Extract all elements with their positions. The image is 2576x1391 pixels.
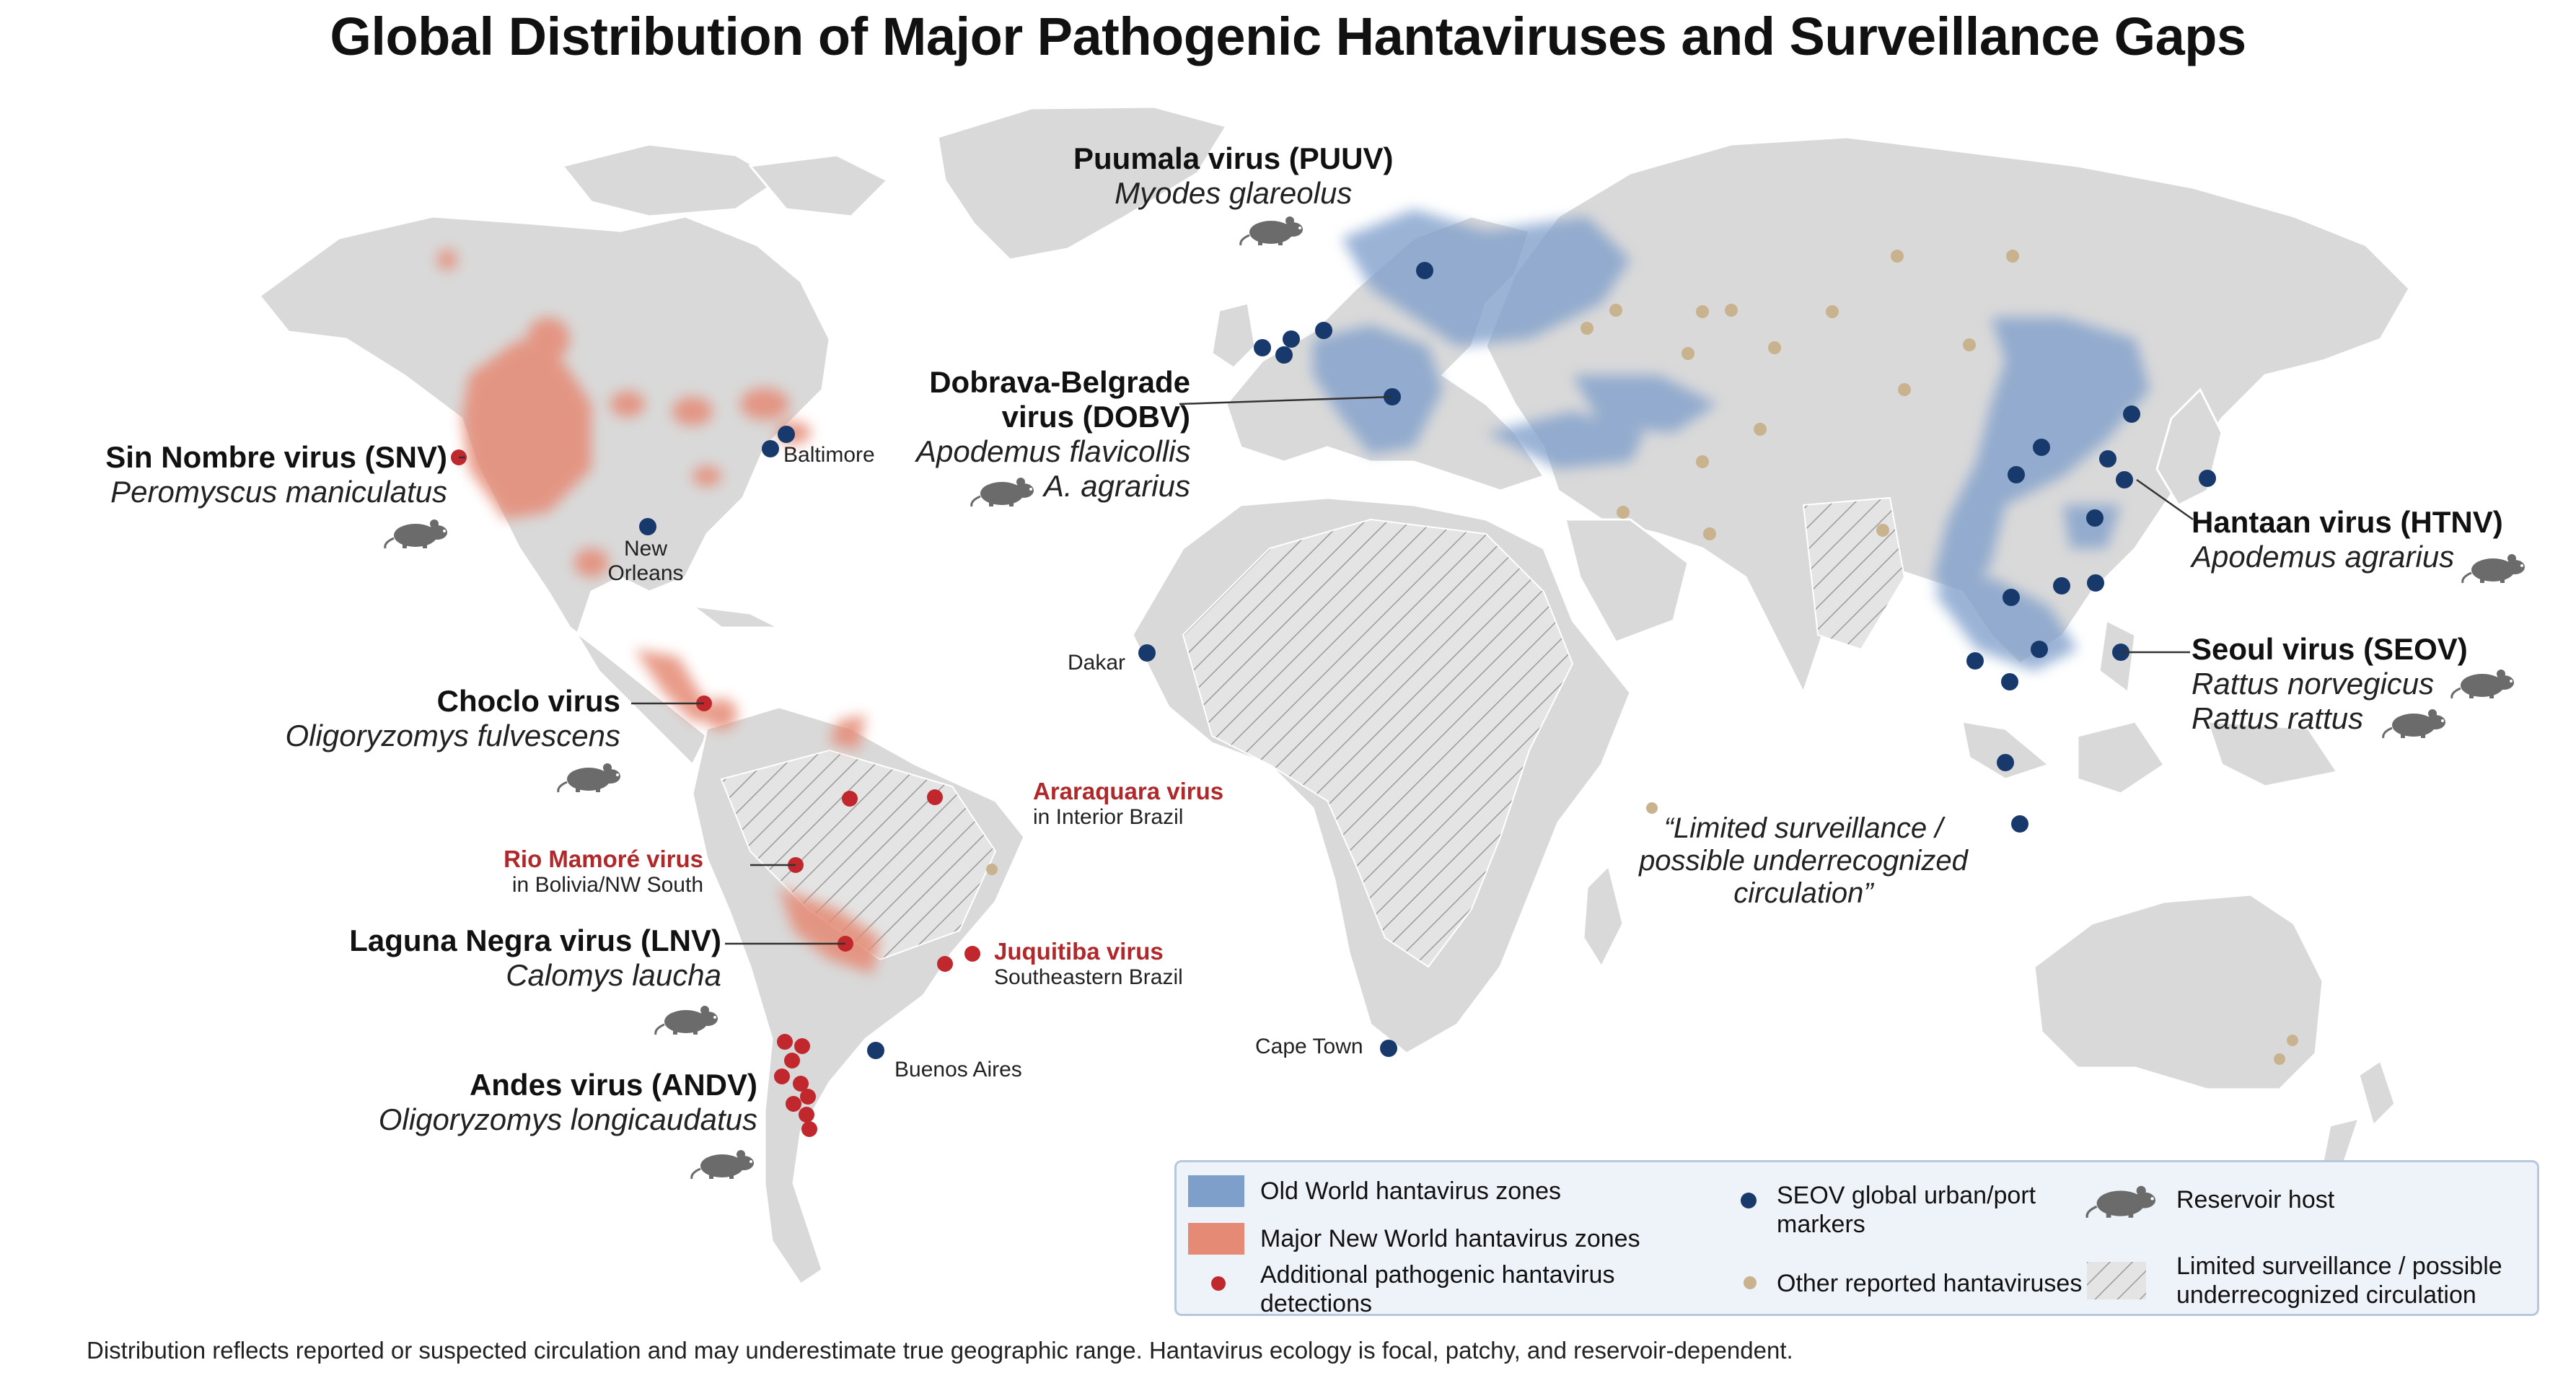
city-buenos-aires: Buenos Aires xyxy=(894,1058,1022,1081)
rodent-icon xyxy=(690,1149,755,1180)
label-seov: Seoul virus (SEOV) Rattus norvegicus Rat… xyxy=(2192,632,2468,736)
label-puuv: Puumala virus (PUUV) Myodes glareolus xyxy=(1073,141,1393,211)
dobv-host-1: Apodemus flavicollis xyxy=(916,434,1191,468)
lnv-host: Calomys laucha xyxy=(506,958,721,992)
legend-seov-line-1: SEOV global urban/port xyxy=(1777,1182,2036,1209)
legend-old-world: Old World hantavirus zones xyxy=(1260,1177,1562,1205)
label-rio-mamore: Rio Mamoré virus in Bolivia/NW South xyxy=(462,846,703,898)
new-orleans-line-2: Orleans xyxy=(607,561,684,585)
other-hantavirus-dots xyxy=(986,250,2298,1065)
snv-host: Peromyscus maniculatus xyxy=(110,475,447,509)
lnv-name: Laguna Negra virus (LNV) xyxy=(349,923,721,957)
seov-host-2: Rattus rattus xyxy=(2192,701,2364,735)
seov-port-markers xyxy=(639,262,2216,1059)
gap-note-line-2: possible underrecognized xyxy=(1639,845,1968,877)
city-cape-town: Cape Town xyxy=(1255,1035,1363,1058)
legend-additional: Additional pathogenic hantavirus detecti… xyxy=(1260,1260,1614,1318)
rio-mamore-name: Rio Mamoré virus xyxy=(504,846,703,872)
araraquara-name: Araraquara virus xyxy=(1033,778,1224,804)
juquitiba-sub: Southeastern Brazil xyxy=(994,965,1183,989)
dobv-name-1: Dobrava-Belgrade xyxy=(929,365,1190,399)
rodent-icon xyxy=(384,518,449,550)
juquitiba-name: Juquitiba virus xyxy=(994,938,1164,965)
choclo-name: Choclo virus xyxy=(436,684,620,718)
puuv-name: Puumala virus (PUUV) xyxy=(1073,141,1394,175)
rio-mamore-sub: in Bolivia/NW South xyxy=(511,873,703,897)
label-juquitiba: Juquitiba virus Southeastern Brazil xyxy=(994,938,1183,990)
rodent-icon xyxy=(1239,215,1304,247)
snv-name: Sin Nombre virus (SNV) xyxy=(105,440,447,474)
arctic-islands xyxy=(561,143,781,218)
swatch-seov xyxy=(1741,1193,1757,1208)
city-baltimore: Baltimore xyxy=(783,443,875,467)
leader-lines xyxy=(459,395,2194,945)
new-orleans-line-1: New xyxy=(623,537,667,561)
surveillance-gap-note: “Limited surveillance / possible underre… xyxy=(1616,812,1991,910)
gap-note-line-1: “Limited surveillance / xyxy=(1663,812,1943,844)
legend-limited-line-2: underrecognized circulation xyxy=(2176,1281,2476,1309)
asia xyxy=(1485,136,2411,696)
rodent-icon xyxy=(654,1004,719,1036)
greenland xyxy=(936,105,1228,261)
footer-note: Distribution reflects reported or suspec… xyxy=(87,1337,1793,1364)
legend-additional-line-1: Additional pathogenic hantavirus xyxy=(1260,1261,1615,1289)
legend-reservoir: Reservoir host xyxy=(2176,1186,2335,1214)
legend: Old World hantavirus zones Major New Wor… xyxy=(1174,1160,2539,1318)
label-dobv: Dobrava-Belgrade virus (DOBV) Apodemus f… xyxy=(916,365,1191,504)
map-title: Global Distribution of Major Pathogenic … xyxy=(330,6,2246,66)
surveillance-gap-zones xyxy=(720,496,1906,968)
andv-name: Andes virus (ANDV) xyxy=(469,1068,757,1102)
htnv-host: Apodemus agrarius xyxy=(2192,540,2455,574)
andv-host: Oligoryzomys longicaudatus xyxy=(378,1102,757,1136)
swatch-limited xyxy=(2087,1262,2146,1299)
label-araraquara: Araraquara virus in Interior Brazil xyxy=(1033,778,1223,830)
rodent-icon xyxy=(557,762,622,794)
rodent-icon xyxy=(2084,1180,2163,1219)
legend-additional-line-2: detections xyxy=(1260,1290,1372,1317)
label-lnv: Laguna Negra virus (LNV) Calomys laucha xyxy=(317,923,721,993)
legend-seov-line-2: markers xyxy=(1777,1211,1865,1238)
label-snv: Sin Nombre virus (SNV) Peromyscus manicu… xyxy=(101,440,447,509)
gap-note-line-3: circulation” xyxy=(1733,877,1873,909)
city-new-orleans: New Orleans xyxy=(599,537,693,586)
dobv-name-2: virus (DOBV) xyxy=(1001,400,1190,434)
legend-limited-line-1: Limited surveillance / possible xyxy=(2176,1252,2502,1280)
new-world-zones xyxy=(437,250,880,974)
label-andv: Andes virus (ANDV) Oligoryzomys longicau… xyxy=(303,1068,757,1137)
australia xyxy=(2033,893,2324,1091)
label-choclo: Choclo virus Oligoryzomys fulvescens xyxy=(274,684,620,753)
swatch-other xyxy=(1744,1276,1757,1289)
city-dakar: Dakar xyxy=(1068,651,1126,675)
additional-detection-dots xyxy=(451,449,980,1137)
legend-other: Other reported hantaviruses xyxy=(1777,1270,2083,1297)
legend-new-world: Major New World hantavirus zones xyxy=(1260,1225,1640,1252)
legend-seov: SEOV global urban/port markers xyxy=(1777,1181,2036,1239)
seov-host-1: Rattus norvegicus xyxy=(2192,667,2435,701)
htnv-name: Hantaan virus (HTNV) xyxy=(2192,505,2503,539)
araraquara-sub: in Interior Brazil xyxy=(1033,805,1184,829)
swatch-new-world xyxy=(1188,1223,1244,1255)
puuv-host: Myodes glareolus xyxy=(1115,176,1353,210)
legend-limited: Limited surveillance / possible underrec… xyxy=(2176,1252,2502,1309)
seov-name: Seoul virus (SEOV) xyxy=(2192,632,2468,666)
choclo-host: Oligoryzomys fulvescens xyxy=(285,719,620,752)
label-htnv: Hantaan virus (HTNV) Apodemus agrarius xyxy=(2192,505,2503,574)
swatch-additional xyxy=(1211,1276,1226,1291)
swatch-old-world xyxy=(1188,1175,1244,1207)
dobv-host-2: A. agrarius xyxy=(1043,469,1190,503)
